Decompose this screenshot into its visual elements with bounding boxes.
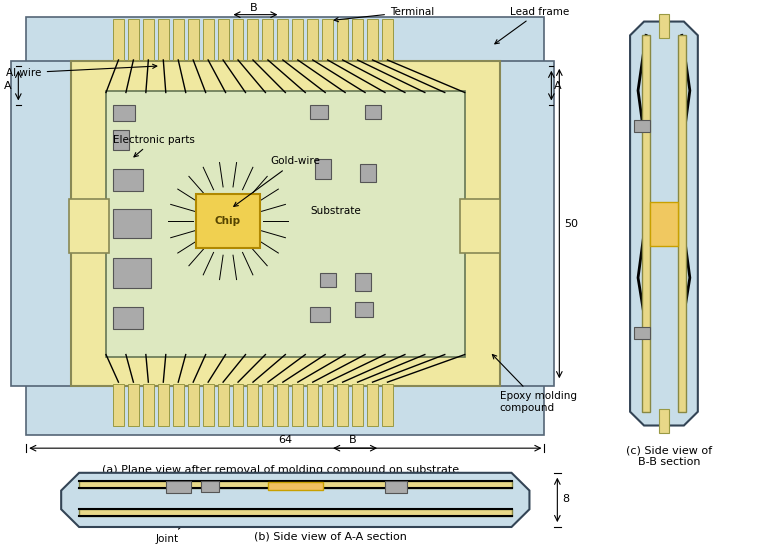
Bar [11,61,76,386]
Bar [203,19,213,60]
Bar [106,90,465,357]
Bar [143,384,154,425]
Bar [642,35,650,412]
Bar [322,19,333,60]
Bar [203,384,213,425]
Bar [292,384,304,425]
Bar [263,384,273,425]
Bar [337,19,348,60]
Bar [322,384,333,425]
Bar [269,481,323,490]
Bar [232,19,244,60]
Text: 50: 50 [564,218,578,229]
Bar [355,302,373,317]
Bar [310,307,330,322]
Bar [459,199,500,253]
Bar [382,384,393,425]
Bar [355,273,371,290]
Polygon shape [61,473,529,527]
Bar [79,481,512,488]
Bar [277,384,288,425]
Bar [26,381,544,435]
Bar [248,384,258,425]
Bar [188,19,198,60]
Bar [232,384,244,425]
Text: Al wire: Al wire [6,64,157,78]
Bar [320,273,336,286]
Text: Joint: Joint [156,495,217,544]
Bar [263,19,273,60]
Bar [277,19,288,60]
Bar [634,120,650,132]
Bar [307,19,318,60]
Text: Gold-wire: Gold-wire [234,156,320,207]
Polygon shape [630,22,698,425]
Bar [128,19,139,60]
Bar [659,409,669,433]
Bar [173,19,184,60]
Bar [79,509,512,516]
Bar [367,19,378,60]
Bar [650,202,678,246]
Bar [201,481,219,491]
Bar [360,165,376,182]
Bar [113,170,143,191]
Bar [382,19,393,60]
Bar [188,384,198,425]
Bar [307,384,318,425]
Bar [217,384,229,425]
Text: Electronic parts: Electronic parts [113,135,195,157]
Bar [217,19,229,60]
Bar [367,384,378,425]
Text: 8: 8 [562,494,569,504]
Text: Epoxy molding
compound: Epoxy molding compound [492,355,577,413]
Text: Terminal: Terminal [334,7,435,22]
Text: A: A [5,80,12,91]
Bar [69,199,109,253]
Bar [315,160,331,179]
Bar [173,384,184,425]
Bar [166,481,191,494]
Bar [128,384,139,425]
Text: (b) Side view of A-A section: (b) Side view of A-A section [254,532,407,542]
Bar [659,14,669,38]
Bar [157,19,169,60]
Text: A: A [554,80,562,91]
Bar [292,19,304,60]
Bar [385,481,407,494]
Text: B: B [250,3,257,13]
Text: (a) Plane view after removal of molding compound on substrate: (a) Plane view after removal of molding … [101,465,459,475]
Text: Substrate: Substrate [310,206,361,216]
Bar [365,105,381,119]
Bar [143,19,154,60]
Bar [195,194,260,248]
Bar [337,384,348,425]
Bar [157,384,169,425]
Text: 64: 64 [279,435,292,445]
Bar [113,258,151,288]
Bar [113,384,124,425]
Bar [352,19,363,60]
Text: B: B [349,435,357,445]
Bar [26,17,544,66]
Text: Lead frame: Lead frame [495,7,569,44]
Bar [71,61,500,386]
Text: Chip: Chip [215,216,241,226]
Bar [248,19,258,60]
Bar [634,327,650,339]
Bar [352,384,363,425]
Bar [678,35,686,412]
Bar [113,105,135,121]
Bar [113,209,151,238]
Bar [113,307,143,329]
Text: (c) Side view of
B-B section: (c) Side view of B-B section [626,445,712,467]
Bar [113,19,124,60]
Bar [490,61,554,386]
Bar [113,130,129,150]
Bar [310,105,329,119]
